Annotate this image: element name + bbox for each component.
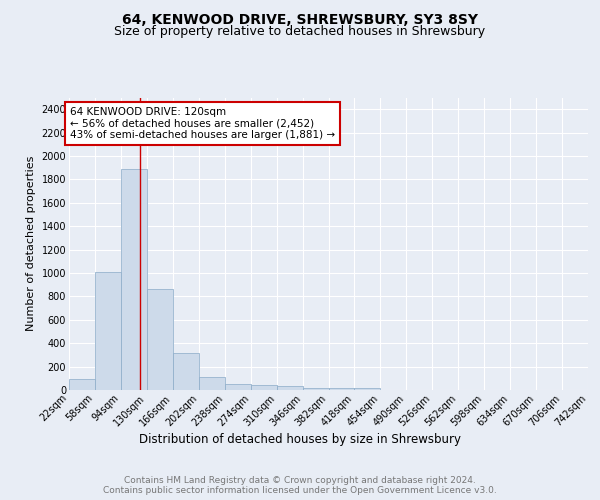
Y-axis label: Number of detached properties: Number of detached properties (26, 156, 36, 332)
Bar (251, 384, 277, 390)
Bar (277, 386, 302, 390)
Bar (147, 290, 173, 390)
Bar (329, 388, 355, 390)
Text: Contains HM Land Registry data © Crown copyright and database right 2024.
Contai: Contains HM Land Registry data © Crown c… (103, 476, 497, 495)
Bar (355, 388, 380, 390)
Bar (95, 272, 121, 390)
Bar (302, 388, 329, 390)
Bar (69, 380, 95, 390)
Bar (224, 384, 251, 390)
Text: Distribution of detached houses by size in Shrewsbury: Distribution of detached houses by size … (139, 432, 461, 446)
Bar (199, 377, 224, 390)
Text: 64, KENWOOD DRIVE, SHREWSBURY, SY3 8SY: 64, KENWOOD DRIVE, SHREWSBURY, SY3 8SY (122, 12, 478, 26)
Text: Size of property relative to detached houses in Shrewsbury: Size of property relative to detached ho… (115, 25, 485, 38)
Bar (173, 352, 199, 390)
Text: 64 KENWOOD DRIVE: 120sqm
← 56% of detached houses are smaller (2,452)
43% of sem: 64 KENWOOD DRIVE: 120sqm ← 56% of detach… (70, 107, 335, 140)
Bar (121, 169, 147, 390)
